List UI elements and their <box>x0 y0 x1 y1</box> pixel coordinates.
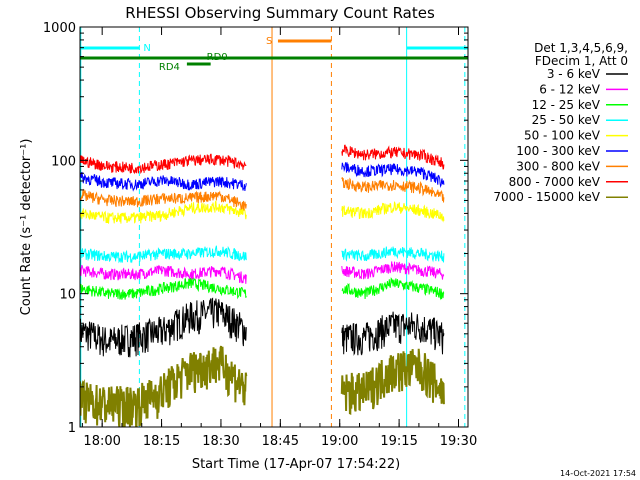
series-line-3-1 <box>341 246 445 263</box>
y-tick-label-0: 1 <box>68 421 76 436</box>
x-tick-label-0: 18:00 <box>83 434 120 449</box>
legend-label-1: 6 - 12 keV <box>539 82 601 96</box>
legend-label-3: 25 - 50 keV <box>532 113 601 127</box>
series-line-0-1 <box>341 311 445 356</box>
flag-label-rd0: RD0 <box>207 52 228 63</box>
x-tick-label-4: 19:00 <box>321 434 358 449</box>
axes: N S RD4 RD0 18:00 18:15 18:30 18:45 19:00 19:15 19… <box>43 21 477 449</box>
y-axis-label: Count Rate (s⁻¹ detector⁻¹) <box>19 139 34 316</box>
series-line-7-0 <box>80 153 247 175</box>
series-line-4-0 <box>80 199 247 224</box>
x-axis-label: Start Time (17-Apr-07 17:54:22) <box>192 457 400 472</box>
legend-label-0: 3 - 6 keV <box>547 67 601 81</box>
plot-area <box>80 27 468 427</box>
series-line-6-1 <box>341 177 445 203</box>
x-tick-label-1: 18:15 <box>143 434 180 449</box>
chart-title: RHESSI Observing Summary Count Rates <box>125 4 435 22</box>
series-line-5-1 <box>341 162 445 188</box>
x-tick-label-5: 19:15 <box>380 434 417 449</box>
series-line-8-1 <box>340 348 445 416</box>
x-tick-label-6: 19:30 <box>440 434 477 449</box>
series-line-0-0 <box>80 297 247 358</box>
series-line-4-1 <box>341 201 445 223</box>
flag-label-rd4: RD4 <box>159 62 180 73</box>
flag-label-s: S <box>266 36 272 47</box>
series-line-7-1 <box>341 144 445 170</box>
y-tick-label-1: 10 <box>59 288 76 303</box>
legend-label-2: 12 - 25 keV <box>532 98 601 112</box>
series-line-1-1 <box>341 261 445 280</box>
legend-header-1: FDecim 1, Att 0 <box>535 54 628 68</box>
legend: Det 1,3,4,5,6,9,FDecim 1, Att 03 - 6 keV… <box>493 41 628 204</box>
legend-label-5: 100 - 300 keV <box>516 144 600 158</box>
x-tick-label-2: 18:30 <box>202 434 239 449</box>
plot-frame <box>79 26 469 428</box>
series-line-2-0 <box>80 277 247 300</box>
footer-date: 14-Oct-2021 17:54 <box>560 469 636 478</box>
series-line-3-0 <box>80 245 247 264</box>
series-line-8-0 <box>80 345 248 427</box>
legend-header-0: Det 1,3,4,5,6,9, <box>534 41 628 55</box>
series-line-1-0 <box>80 264 247 284</box>
series-line-2-1 <box>341 277 445 301</box>
flag-label-n: N <box>143 43 150 54</box>
legend-label-7: 800 - 7000 keV <box>509 175 601 189</box>
legend-label-8: 7000 - 15000 keV <box>493 190 600 204</box>
series-line-6-0 <box>80 188 247 211</box>
series-line-5-0 <box>80 171 247 192</box>
legend-label-4: 50 - 100 keV <box>524 129 601 143</box>
y-tick-label-2: 100 <box>51 154 76 169</box>
x-tick-label-3: 18:45 <box>262 434 299 449</box>
legend-label-6: 300 - 800 keV <box>516 159 600 173</box>
y-tick-label-3: 1000 <box>43 21 76 36</box>
